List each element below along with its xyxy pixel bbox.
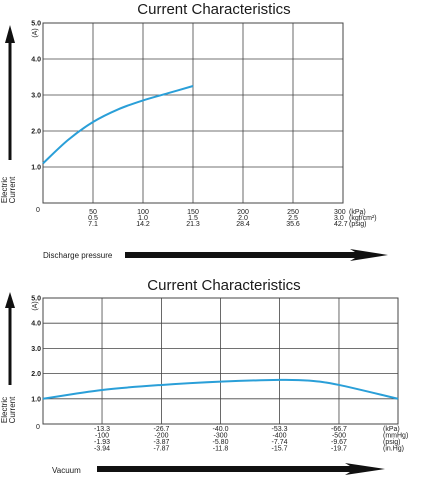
x-tick-label: 1.5 bbox=[188, 215, 198, 222]
x-unit-label: (psig) bbox=[349, 221, 367, 228]
y-tick-label: 5.0 bbox=[31, 296, 41, 303]
x-tick-label: 200 bbox=[237, 209, 249, 216]
x-tick-label: 3.0 bbox=[334, 215, 344, 222]
chart1-origin-label: 0 bbox=[36, 207, 40, 214]
chart2-xlabel: Vacuum bbox=[52, 466, 81, 475]
x-tick-label: -66.7 bbox=[331, 426, 347, 433]
chart1-ylabel-line2: Current bbox=[8, 176, 17, 203]
x-tick-label: 1.0 bbox=[138, 215, 148, 222]
x-tick-label: 42.7 bbox=[334, 221, 348, 228]
x-tick-label: 21.3 bbox=[186, 221, 200, 228]
x-unit-label: (mmHg) bbox=[383, 433, 408, 440]
x-tick-label: 100 bbox=[137, 209, 149, 216]
y-tick-label: 3.0 bbox=[31, 93, 41, 100]
chart2-y-ticks: 1.0 2.0 3.0 4.0 5.0 bbox=[31, 296, 41, 404]
y-tick-label: 4.0 bbox=[31, 321, 41, 328]
chart-discharge: Current Characteristics 1.02.03.04.05.0 … bbox=[0, 1, 388, 261]
x-tick-label: -7.87 bbox=[153, 446, 169, 453]
chart1-ylabel-line1: Electric bbox=[0, 177, 9, 203]
x-tick-label: 150 bbox=[187, 209, 199, 216]
x-tick-label: -3.94 bbox=[94, 446, 110, 453]
chart1-xlabel: Discharge pressure bbox=[43, 251, 113, 260]
y-tick-label: 5.0 bbox=[31, 21, 41, 28]
x-tick-label: 2.0 bbox=[238, 215, 248, 222]
y-tick-label: 4.0 bbox=[31, 57, 41, 64]
chart2-ylabel: Electric Current bbox=[0, 396, 17, 423]
chart1-grid bbox=[43, 22, 343, 203]
x-tick-label: -5.80 bbox=[213, 439, 229, 446]
y-tick-label: 2.0 bbox=[31, 129, 41, 136]
chart-vacuum: Current Characteristics 1.02.03.04.05.0 … bbox=[0, 277, 408, 475]
x-tick-label: 0.5 bbox=[88, 215, 98, 222]
chart2-series bbox=[42, 378, 399, 400]
x-tick-label: -11.8 bbox=[213, 446, 229, 453]
x-tick-label: -100 bbox=[95, 433, 109, 440]
x-tick-label: -13.3 bbox=[94, 426, 110, 433]
chart1-series bbox=[42, 85, 194, 165]
x-tick-label: 2.5 bbox=[288, 215, 298, 222]
y-tick-label: 3.0 bbox=[31, 346, 41, 353]
chart2-y-axis-arrow bbox=[5, 292, 15, 385]
x-tick-label: 14.2 bbox=[136, 221, 150, 228]
chart2-origin-label: 0 bbox=[36, 424, 40, 431]
x-tick-label: -7.74 bbox=[272, 439, 288, 446]
x-tick-label: 35.6 bbox=[286, 221, 300, 228]
chart2-ylabel-line1: Electric bbox=[0, 397, 9, 423]
x-tick-label: 250 bbox=[287, 209, 299, 216]
x-tick-label: -200 bbox=[154, 433, 168, 440]
chart2-x-axis-arrow bbox=[97, 463, 385, 475]
x-unit-label: (psig) bbox=[383, 439, 401, 446]
x-tick-label: 7.1 bbox=[88, 221, 98, 228]
x-unit-label: (kPa) bbox=[383, 426, 400, 433]
x-tick-label: -300 bbox=[213, 433, 227, 440]
y-tick-label: 1.0 bbox=[31, 165, 41, 172]
x-unit-label: (in.Hg) bbox=[383, 446, 404, 453]
series-line bbox=[42, 378, 399, 400]
x-tick-label: -1.93 bbox=[94, 439, 110, 446]
chart2-x-ticks: -13.3-100-1.93-3.94 -26.7-200-3.87-7.87 -4… bbox=[94, 426, 408, 453]
x-tick-label: -400 bbox=[273, 433, 287, 440]
x-unit-label: (kgf/cm²) bbox=[349, 215, 377, 222]
x-tick-label: -15.7 bbox=[272, 446, 288, 453]
chart1-title: Current Characteristics bbox=[137, 1, 290, 18]
series-line bbox=[42, 85, 194, 165]
chart2-ylabel-line2: Current bbox=[8, 396, 17, 423]
x-tick-label: -500 bbox=[332, 433, 346, 440]
x-tick-label: -19.7 bbox=[331, 446, 347, 453]
chart1-y-unit: (A) bbox=[32, 28, 39, 37]
x-unit-label: (kPa) bbox=[349, 209, 366, 216]
chart1-y-axis-arrow bbox=[5, 25, 15, 160]
chart1-y-ticks: 1.0 2.0 3.0 4.0 5.0 bbox=[31, 21, 41, 172]
x-tick-label: -3.87 bbox=[153, 439, 169, 446]
x-tick-label: -26.7 bbox=[153, 426, 169, 433]
x-tick-label: -40.0 bbox=[213, 426, 229, 433]
chart2-title: Current Characteristics bbox=[147, 277, 300, 294]
chart2-y-unit: (A) bbox=[32, 301, 39, 310]
y-tick-label: 2.0 bbox=[31, 371, 41, 378]
x-tick-label: -53.3 bbox=[272, 426, 288, 433]
chart2-grid bbox=[43, 297, 398, 424]
chart1-ylabel: Electric Current bbox=[0, 176, 17, 203]
x-tick-label: -9.67 bbox=[331, 439, 347, 446]
y-tick-label: 1.0 bbox=[31, 396, 41, 403]
x-tick-label: 28.4 bbox=[236, 221, 250, 228]
chart1-x-axis-arrow bbox=[125, 249, 388, 261]
x-tick-label: 300 bbox=[334, 209, 346, 216]
x-tick-label: 50 bbox=[89, 209, 97, 216]
